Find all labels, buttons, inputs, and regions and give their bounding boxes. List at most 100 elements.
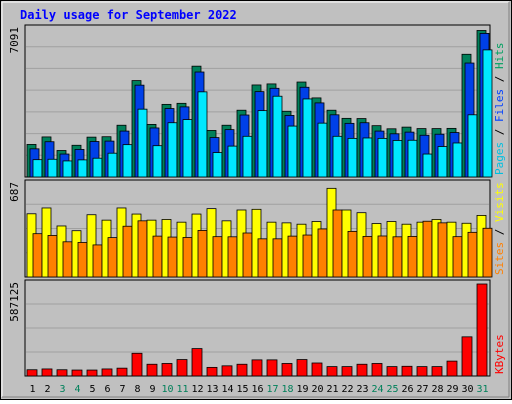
chart-title: Daily usage for September 2022 [20,8,237,22]
panel-max-label: 687 [8,182,21,202]
panel-max-label: 7091 [8,27,21,54]
bar-sites-day-29 [452,236,463,278]
bar-pages-day-21 [332,135,343,178]
bar-pages-day-13 [212,152,223,178]
bar-kbytes-day-11 [176,359,188,377]
bar-kbytes-day-30 [461,336,473,377]
x-tick-label-day-25: 25 [386,384,398,395]
bar-sites-day-19 [302,234,313,278]
bar-sites-day-17 [272,238,283,278]
panel-max-label: 587125 [8,282,21,322]
bar-sites-day-7 [122,225,133,278]
bar-sites-day-12 [197,230,208,278]
bar-sites-day-8 [137,220,148,278]
bar-kbytes-day-28 [431,366,443,377]
bar-pages-day-9 [152,145,163,178]
panel-series-legend: KBytes [493,334,506,374]
x-tick-label-day-27: 27 [416,384,428,395]
bar-sites-day-18 [287,235,298,278]
bar-pages-day-7 [122,144,133,178]
bar-kbytes-day-2 [41,368,53,377]
legend-entry-sites: Sites [493,242,506,275]
bar-kbytes-day-19 [296,359,308,377]
x-tick-label-day-13: 13 [206,384,218,395]
legend-separator: / [493,69,506,89]
bar-kbytes-day-12 [191,348,203,377]
bar-pages-day-3 [62,160,73,178]
x-tick-label-day-17: 17 [266,384,278,395]
x-tick-label-day-3: 3 [59,384,65,395]
bar-pages-day-10 [167,122,178,178]
bar-sites-day-22 [347,230,358,278]
bar-pages-day-22 [347,137,358,178]
bar-pages-day-11 [182,119,193,178]
panel-hits-files-pages: 7091 Pages / Files / Hits [8,24,506,178]
bar-kbytes-day-27 [416,366,428,377]
bar-pages-day-26 [407,139,418,178]
bar-kbytes-day-26 [401,365,413,377]
panel-series-legend: Sites / Visits [493,182,506,275]
bar-kbytes-day-5 [86,369,98,377]
x-tick-label-day-8: 8 [134,384,140,395]
legend-entry-visits: Visits [493,182,506,222]
bar-sites-day-5 [92,244,103,278]
bar-sites-day-2 [47,235,58,278]
bar-pages-day-31 [482,49,493,178]
bar-kbytes-day-22 [341,366,353,377]
bar-sites-day-11 [182,237,193,278]
legend-separator: / [493,222,506,242]
bar-kbytes-day-9 [146,363,158,377]
bar-kbytes-day-21 [326,366,338,377]
bar-kbytes-day-31 [476,283,488,377]
bar-sites-day-28 [437,222,448,278]
legend-entry-files: Files [493,89,506,122]
panel-visits-sites: 687 Sites / Visits [8,179,506,278]
bar-kbytes-day-3 [56,369,68,377]
x-axis: 1 2 3 4 5 6 7 8 9 10 11 12 13 14 15 16 17 18 19 20 21 22 23 24 2… [29,384,488,395]
bar-kbytes-day-7 [116,367,128,377]
bar-sites-day-9 [152,235,163,278]
x-tick-label-day-30: 30 [461,384,473,395]
x-tick-label-day-2: 2 [44,384,50,395]
bar-pages-day-24 [377,137,388,178]
bar-pages-day-6 [107,152,118,178]
bar-kbytes-day-1 [26,369,38,377]
bar-sites-day-13 [212,236,223,278]
bar-sites-day-27 [422,220,433,278]
x-tick-label-day-29: 29 [446,384,458,395]
panel-series-legend: Pages / Files / Hits [493,43,506,176]
bar-kbytes-day-17 [266,359,278,377]
bar-sites-day-14 [227,236,238,278]
x-tick-label-day-4: 4 [74,384,80,395]
bar-kbytes-day-13 [206,366,218,377]
bar-sites-day-16 [257,238,268,278]
bar-pages-day-12 [197,91,208,178]
bar-pages-day-30 [467,114,478,178]
bar-kbytes-day-23 [356,363,368,377]
bar-pages-day-17 [272,95,283,178]
bar-sites-day-15 [242,232,253,278]
bar-sites-day-1 [32,233,43,278]
bar-pages-day-16 [257,110,268,178]
x-tick-label-day-26: 26 [401,384,413,395]
bar-pages-day-4 [77,159,88,178]
bar-pages-day-1 [32,159,43,178]
bar-kbytes-day-15 [236,363,248,377]
bar-pages-day-18 [287,125,298,178]
x-tick-label-day-16: 16 [251,384,263,395]
x-tick-label-day-1: 1 [29,384,35,395]
x-tick-label-day-7: 7 [119,384,125,395]
bar-kbytes-day-29 [446,360,458,377]
x-tick-label-day-9: 9 [149,384,155,395]
bar-kbytes-day-18 [281,363,293,377]
x-tick-label-day-23: 23 [356,384,368,395]
bar-sites-day-23 [362,235,373,278]
x-tick-label-day-31: 31 [476,384,488,395]
bar-pages-day-25 [392,140,403,178]
bar-sites-day-10 [167,236,178,278]
x-tick-label-day-12: 12 [191,384,203,395]
legend-separator: / [493,122,506,142]
bar-pages-day-28 [437,146,448,178]
